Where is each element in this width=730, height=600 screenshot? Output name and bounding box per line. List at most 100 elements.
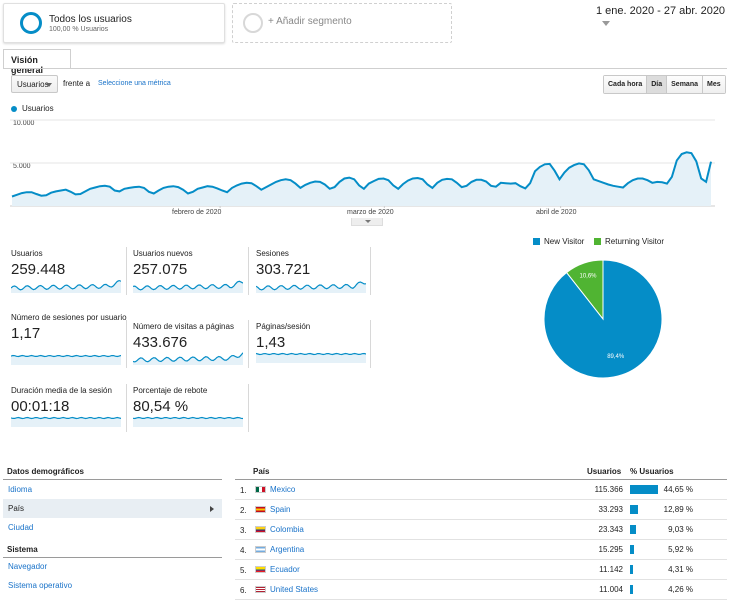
- sparkline-line: [11, 416, 121, 420]
- pie-legend-returning-visitor[interactable]: Returning Visitor: [594, 237, 664, 246]
- country-link[interactable]: United States: [270, 585, 319, 594]
- metric-card-avg-session-duration[interactable]: Duración media de la sesión 00:01:18: [11, 386, 129, 427]
- chart-resize-handle[interactable]: [351, 218, 383, 226]
- granularity-month-button[interactable]: Mes: [703, 76, 725, 93]
- table-header-pct-users: % Usuarios: [630, 467, 674, 476]
- segment-title: Todos los usuarios: [49, 14, 132, 25]
- granularity-week-button[interactable]: Semana: [667, 76, 703, 93]
- granularity-buttons: Cada hora Día Semana Mes: [603, 75, 726, 94]
- pct-value: 5,92 %: [668, 545, 693, 554]
- x-tick-label: abril de 2020: [536, 209, 577, 216]
- visitor-type-pie-chart[interactable]: 10,6% 89,4%: [538, 254, 668, 384]
- table-row[interactable]: 4. Argentina 15.295 5,92 %: [235, 540, 727, 560]
- series-area-fill: [12, 152, 711, 206]
- sparkline-fill: [133, 417, 243, 427]
- pie-legend-label: New Visitor: [544, 237, 585, 246]
- metric-card-new-users[interactable]: Usuarios nuevos 257.075: [133, 249, 251, 293]
- metric-card-pages-per-session[interactable]: Páginas/sesión 1,43: [256, 322, 374, 363]
- flag-icon: [255, 486, 266, 493]
- pie-slice-new-visitor[interactable]: [543, 259, 663, 379]
- sparkline-line: [133, 352, 243, 363]
- metric-label: Número de sesiones por usuario: [11, 313, 127, 322]
- pie-legend-label: Returning Visitor: [605, 237, 664, 246]
- metric-card-sessions-per-user[interactable]: Número de sesiones por usuario 1,17: [11, 313, 129, 365]
- legend-swatch: [594, 238, 601, 245]
- metric-card-pageviews[interactable]: Número de visitas a páginas 433.676: [133, 322, 251, 365]
- share-bar: [630, 525, 636, 534]
- metric-label: Duración media de la sesión: [11, 386, 112, 395]
- tab-overview[interactable]: Visión general: [3, 49, 71, 75]
- country-link[interactable]: Ecuador: [270, 565, 300, 574]
- sidebar-item-city[interactable]: Ciudad: [8, 523, 34, 532]
- add-segment-button[interactable]: + Añadir segmento: [232, 3, 452, 43]
- country-link[interactable]: Spain: [270, 505, 291, 514]
- metric-value: 433.676: [133, 334, 188, 351]
- pct-value: 12,89 %: [663, 505, 693, 514]
- date-range-label: 1 ene. 2020 - 27 abr. 2020: [596, 5, 726, 17]
- pie-legend-new-visitor[interactable]: New Visitor: [533, 237, 584, 246]
- metric-label: Sesiones: [256, 249, 289, 258]
- sidebar-item-browser[interactable]: Navegador: [8, 562, 48, 571]
- date-range-picker[interactable]: 1 ene. 2020 - 27 abr. 2020: [596, 5, 730, 29]
- metric-card-users[interactable]: Usuarios 259.448: [11, 249, 129, 293]
- country-link[interactable]: Mexico: [270, 485, 296, 494]
- sidebar-item-label: País: [8, 504, 25, 513]
- legend-swatch: [533, 238, 540, 245]
- vs-label: frente a: [63, 79, 91, 88]
- metric-value: 80,54 %: [133, 398, 189, 415]
- chevron-down-icon: [46, 83, 52, 87]
- metric-value: 1,43: [256, 334, 286, 351]
- sparkline-fill: [256, 353, 366, 363]
- pie-slice-label: 10,6%: [579, 274, 597, 280]
- metric-label: Porcentaje de rebote: [133, 386, 208, 395]
- table-header-country: País: [253, 467, 270, 476]
- row-rank: 1.: [240, 486, 247, 495]
- sidebar-item-os[interactable]: Sistema operativo: [8, 581, 73, 590]
- share-bar: [630, 565, 633, 574]
- metric-label: Usuarios: [11, 249, 43, 258]
- add-segment-label: + Añadir segmento: [268, 16, 352, 27]
- users-value: 15.295: [598, 545, 623, 554]
- table-row[interactable]: 1. Mexico 115.366 44,65 %: [235, 480, 727, 500]
- sparkline: [11, 279, 121, 293]
- sparkline-fill: [133, 352, 243, 365]
- pct-value: 4,26 %: [668, 585, 693, 594]
- metric-value: 00:01:18: [11, 398, 70, 415]
- table-row[interactable]: 5. Ecuador 11.142 4,31 %: [235, 560, 727, 580]
- series-legend-label: Usuarios: [22, 104, 54, 113]
- sparkline-line: [256, 281, 366, 291]
- card-divider: [126, 384, 127, 432]
- metric-select[interactable]: Usuarios: [11, 75, 58, 93]
- pct-value: 9,03 %: [668, 525, 693, 534]
- row-rank: 4.: [240, 546, 247, 555]
- table-row[interactable]: 6. United States 11.004 4,26 %: [235, 580, 727, 600]
- sidebar-item-country[interactable]: País: [3, 499, 222, 518]
- select-metric-link[interactable]: Seleccione una métrica: [98, 80, 171, 87]
- users-value: 11.004: [599, 585, 623, 594]
- segment-all-users[interactable]: Todos los usuarios 100,00 % Usuarios: [3, 3, 225, 43]
- metric-card-bounce-rate[interactable]: Porcentaje de rebote 80,54 %: [133, 386, 251, 427]
- flag-icon: [255, 546, 266, 553]
- share-bar: [630, 505, 638, 514]
- segment-subtitle: 100,00 % Usuarios: [49, 26, 109, 33]
- x-tick-label: marzo de 2020: [347, 209, 394, 216]
- sparkline: [256, 352, 366, 363]
- sidebar-item-language[interactable]: Idioma: [8, 485, 33, 494]
- table-row[interactable]: 3. Colombia 23.343 9,03 %: [235, 520, 727, 540]
- table-row[interactable]: 2. Spain 33.293 12,89 %: [235, 500, 727, 520]
- pct-value: 44,65 %: [663, 485, 693, 494]
- card-divider: [370, 320, 371, 368]
- users-value: 33.293: [598, 505, 623, 514]
- metric-card-sessions[interactable]: Sesiones 303.721: [256, 249, 374, 293]
- country-link[interactable]: Colombia: [270, 525, 304, 534]
- granularity-hour-button[interactable]: Cada hora: [604, 76, 648, 93]
- users-line-chart[interactable]: [10, 112, 715, 208]
- y-tick-label: 5.000: [13, 163, 31, 170]
- granularity-day-button[interactable]: Día: [647, 76, 668, 93]
- sparkline-line: [133, 280, 243, 291]
- table-header-divider: [235, 479, 727, 480]
- country-link[interactable]: Argentina: [270, 545, 305, 554]
- segment-ring-icon: [20, 12, 42, 34]
- sparkline-line: [133, 416, 243, 420]
- sparkline: [11, 416, 121, 427]
